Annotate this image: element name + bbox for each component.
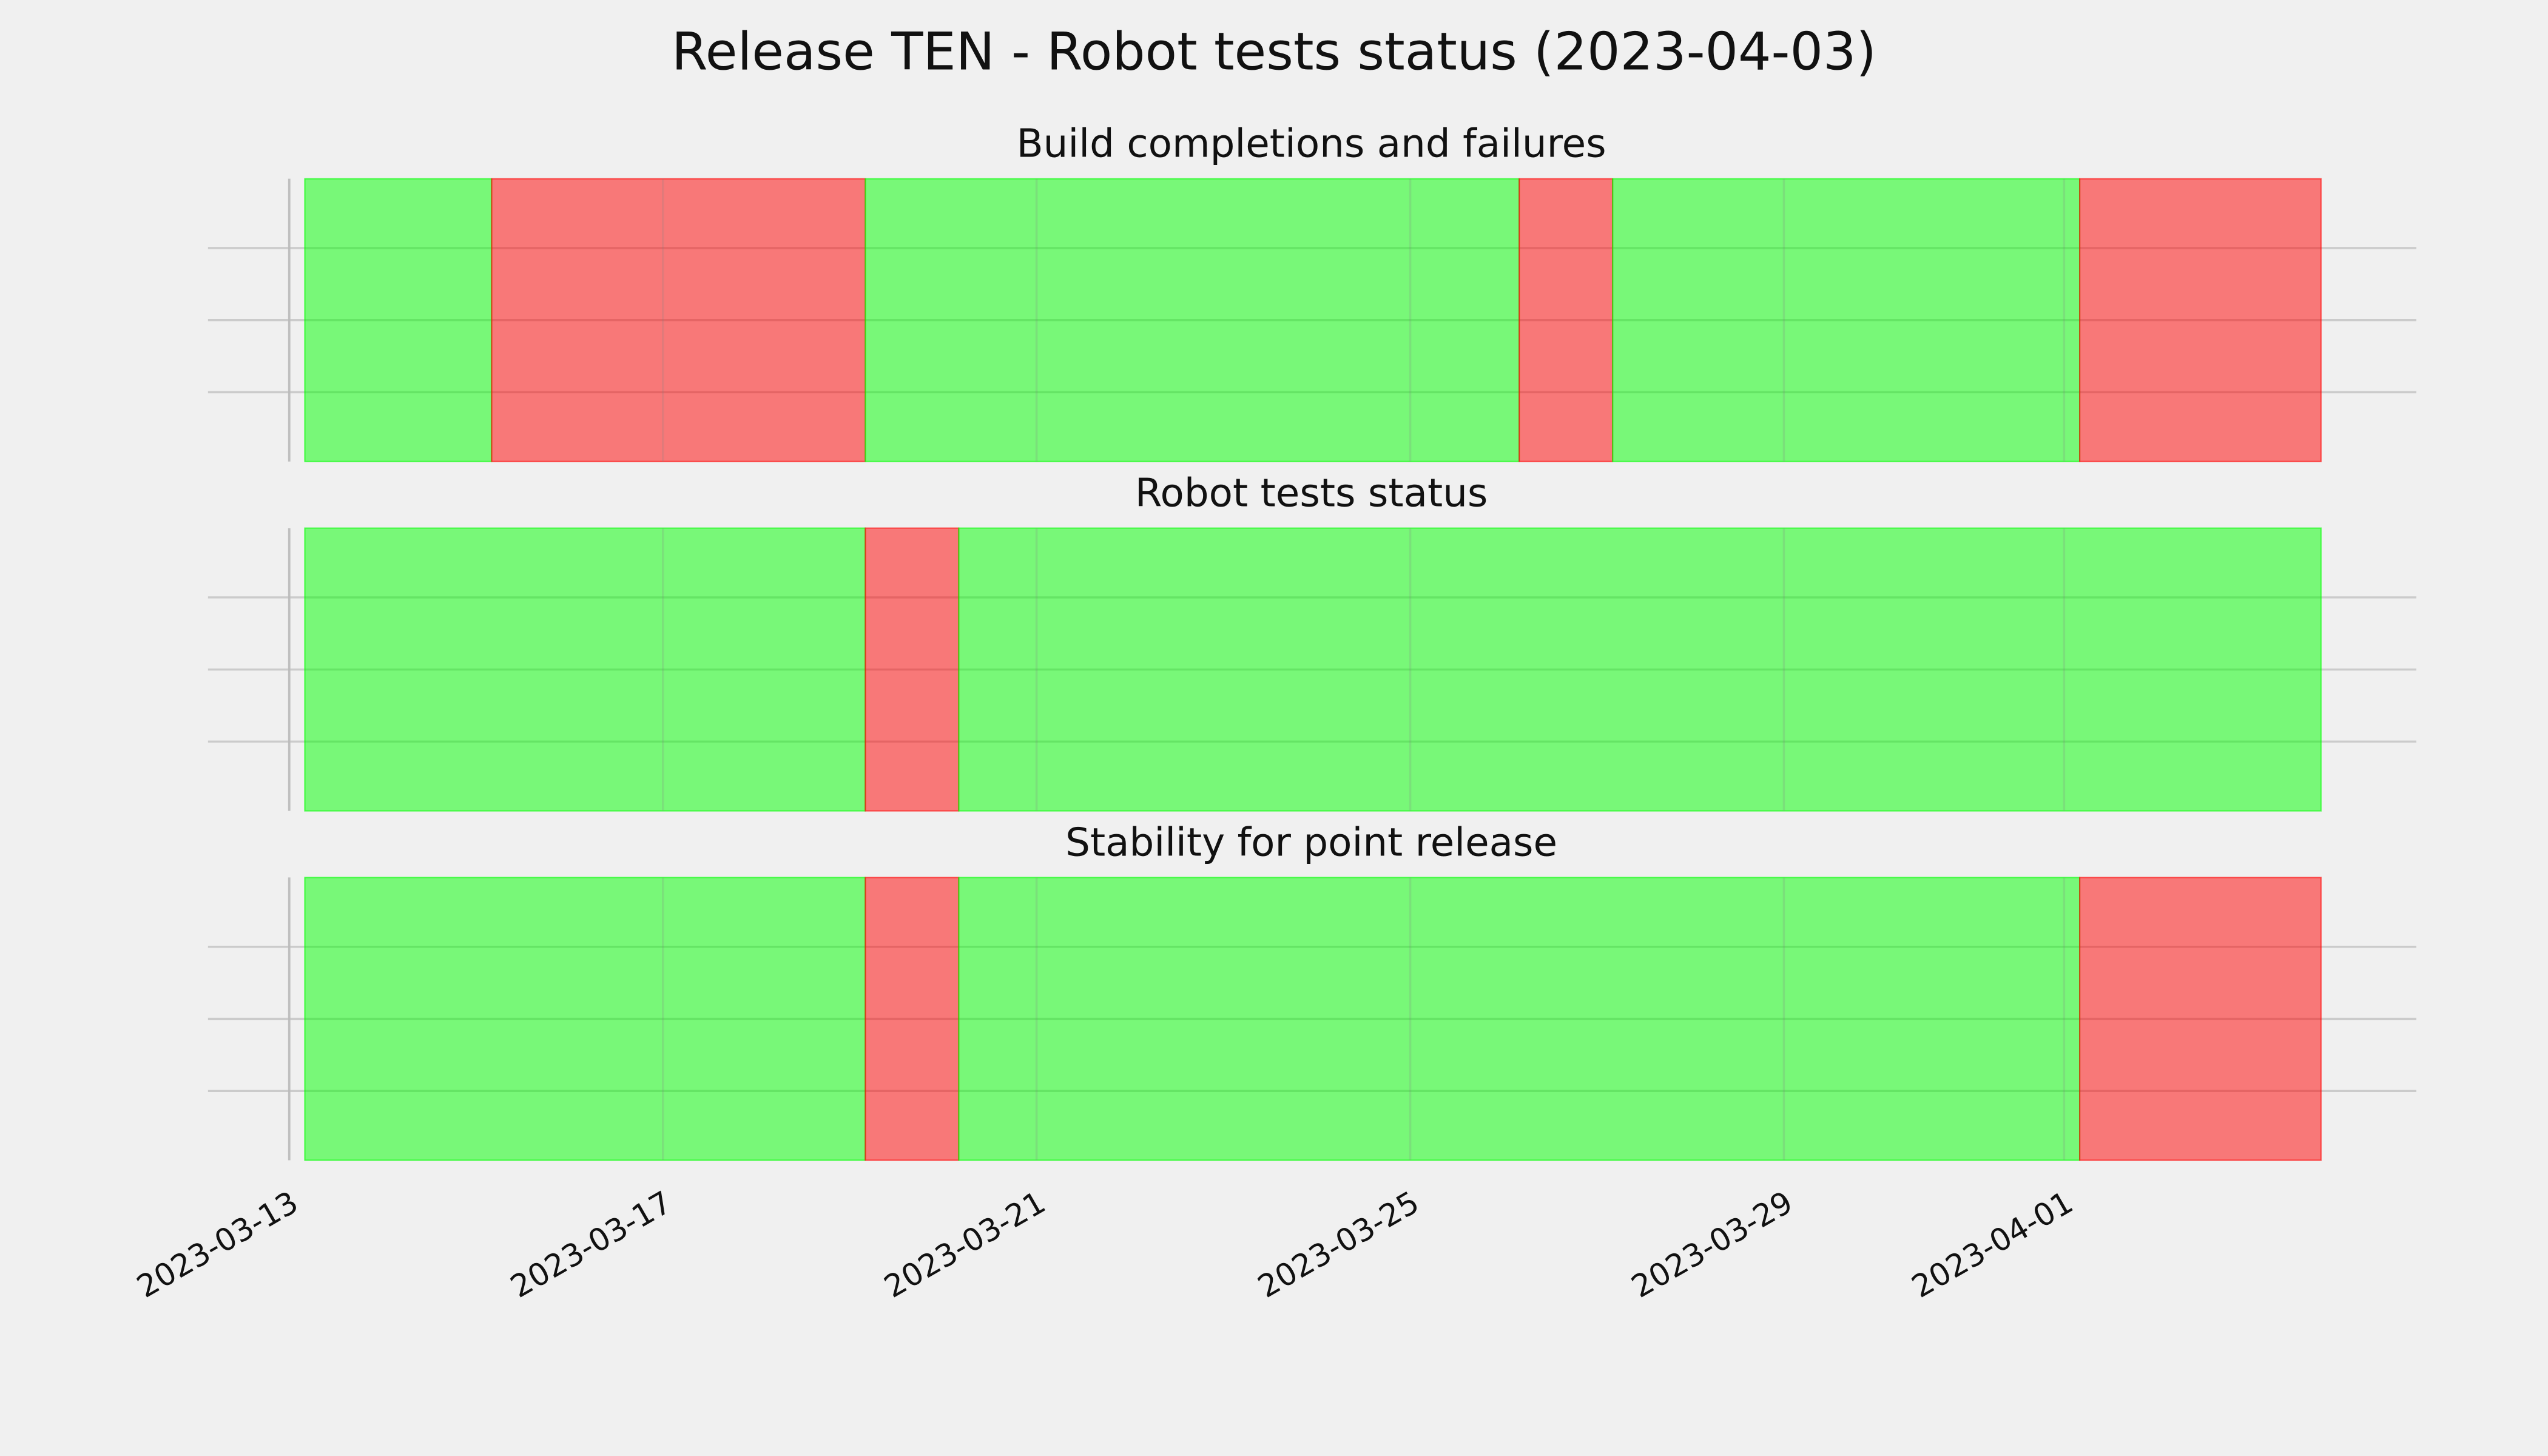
status-span: [2078, 877, 2322, 1161]
status-span: [864, 178, 1520, 462]
status-span: [958, 527, 2322, 812]
status-span: [864, 527, 960, 812]
subplot-title: Stability for point release: [1065, 820, 1557, 865]
status-span: [864, 877, 960, 1161]
status-span: [304, 178, 493, 462]
figure-title: Release TEN - Robot tests status (2023-0…: [672, 22, 1876, 83]
status-span: [304, 527, 866, 812]
subplot-title: Robot tests status: [1135, 471, 1488, 516]
status-span: [2078, 178, 2322, 462]
status-span: [304, 877, 866, 1161]
status-span: [958, 877, 2081, 1161]
status-span: [491, 178, 866, 462]
subplot-title: Build completions and failures: [1017, 121, 1606, 167]
status-span: [1518, 178, 1614, 462]
status-span: [1612, 178, 2081, 462]
